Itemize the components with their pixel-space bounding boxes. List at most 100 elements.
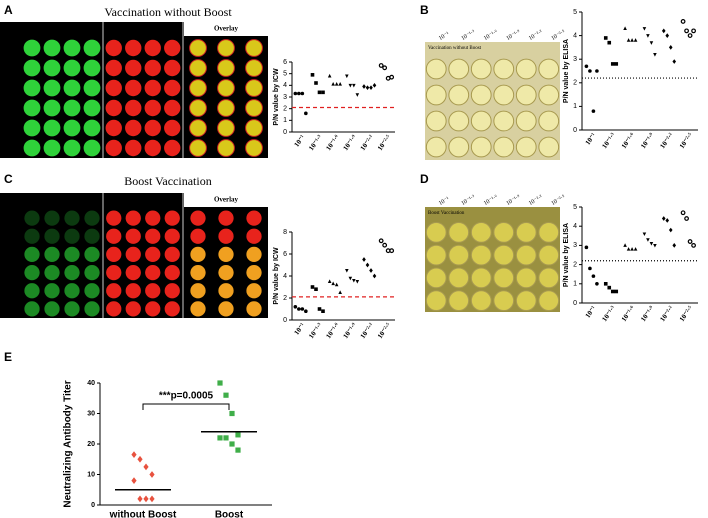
- point: [314, 287, 318, 291]
- well: [448, 84, 470, 106]
- label-strip: [184, 193, 268, 207]
- point: [649, 242, 654, 246]
- point: [630, 38, 634, 42]
- point: [649, 41, 654, 45]
- well: [246, 264, 262, 281]
- well: [493, 221, 515, 243]
- well: [84, 283, 100, 299]
- point: [665, 218, 670, 223]
- point: [317, 307, 322, 311]
- well: [164, 139, 181, 157]
- well: [246, 283, 262, 299]
- well: [189, 39, 207, 57]
- point: [588, 266, 592, 271]
- point: [633, 38, 638, 42]
- well: [448, 267, 470, 289]
- point: [334, 82, 339, 86]
- well: [190, 246, 206, 263]
- well: [515, 58, 537, 80]
- point: [300, 307, 305, 311]
- well: [64, 228, 80, 244]
- y-tick-label: 0: [283, 129, 287, 136]
- row-label: 10⁻¹: [3, 214, 16, 222]
- y-tick-label: 0: [283, 317, 287, 324]
- point: [143, 495, 149, 503]
- well: [125, 119, 142, 137]
- point: [365, 85, 370, 91]
- well: [245, 99, 263, 117]
- x-tick-label: 10⁻¹·⁶: [620, 131, 636, 150]
- well: [246, 228, 262, 244]
- y-tick-label: 6: [283, 251, 287, 258]
- well: [44, 264, 60, 281]
- well: [164, 210, 180, 226]
- y-axis-label: P/N value by ELISA: [563, 39, 570, 103]
- row-label: 10⁻²·⁵: [3, 305, 21, 313]
- well: [246, 210, 262, 226]
- annotation: ***p=0.0005: [159, 391, 214, 402]
- well: [538, 290, 560, 312]
- x-tick-label: Boost: [215, 510, 244, 518]
- bracket: [142, 403, 230, 410]
- point: [614, 62, 619, 66]
- point: [331, 281, 335, 286]
- point: [314, 81, 318, 85]
- point: [591, 109, 596, 113]
- well: [190, 264, 206, 281]
- well: [105, 79, 122, 97]
- well: [448, 110, 470, 132]
- y-tick-label: 2: [283, 295, 287, 302]
- well: [217, 99, 235, 117]
- well: [83, 139, 101, 157]
- point: [607, 40, 612, 45]
- point: [137, 455, 143, 463]
- well: [144, 79, 161, 97]
- panel-letter: D: [420, 172, 429, 186]
- well: [23, 39, 41, 57]
- well: [245, 119, 263, 137]
- point: [321, 90, 325, 95]
- well: [106, 210, 122, 226]
- point: [304, 309, 308, 314]
- well: [515, 221, 537, 243]
- well: [83, 99, 101, 117]
- x-tick-label: 10⁻²·²: [659, 131, 675, 150]
- image-label: Overlay: [214, 25, 239, 33]
- well: [218, 264, 234, 281]
- well: [43, 139, 61, 157]
- point: [584, 64, 589, 69]
- well: [538, 221, 560, 243]
- well: [125, 301, 141, 317]
- well: [470, 290, 492, 312]
- well: [43, 99, 61, 117]
- well: [470, 84, 492, 106]
- well: [190, 210, 206, 226]
- point: [143, 463, 149, 471]
- point: [633, 247, 638, 251]
- point: [235, 447, 241, 453]
- point: [293, 305, 298, 309]
- well: [105, 119, 122, 137]
- y-tick-label: 5: [573, 204, 577, 211]
- point: [369, 268, 373, 273]
- y-tick-label: 20: [87, 441, 95, 448]
- well: [83, 119, 101, 137]
- point: [365, 262, 370, 268]
- point: [338, 82, 342, 86]
- plate-label: Boost Vaccination: [428, 211, 465, 216]
- point: [607, 285, 612, 290]
- point: [382, 242, 388, 248]
- panel-letter: B: [420, 3, 429, 17]
- x-tick-label: 10⁻²·⁵: [678, 131, 694, 150]
- point: [646, 34, 650, 38]
- point: [317, 90, 322, 95]
- point: [595, 282, 599, 286]
- point: [372, 273, 377, 279]
- point: [642, 27, 647, 31]
- x-tick-label: 10⁻¹: [293, 133, 307, 148]
- well: [217, 119, 235, 137]
- x-tick-label: 10⁻¹·³: [307, 321, 323, 340]
- well: [425, 244, 447, 266]
- column-label: 10⁻¹·³: [460, 29, 476, 42]
- point: [389, 248, 395, 254]
